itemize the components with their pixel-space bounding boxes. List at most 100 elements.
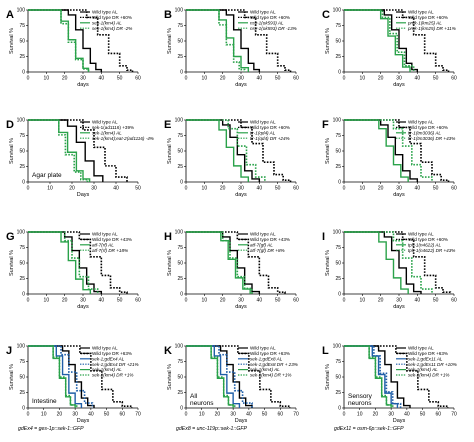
x-tick-label: 50 (433, 186, 439, 192)
y-tick-label: 0 (180, 70, 183, 76)
legend-entry: sek-1;gdEx11 DR +10% (408, 362, 457, 367)
x-tick-label: 10 (199, 412, 205, 418)
legend-entry: atf-7(rf) DR +18% (92, 248, 128, 253)
series-line-3 (344, 345, 402, 408)
x-tick-label: 0 (185, 412, 188, 418)
x-axis-label: days (393, 82, 405, 88)
series-line-1 (186, 345, 291, 408)
x-tick-label: 0 (185, 298, 188, 304)
x-tick-label: 50 (117, 76, 123, 82)
y-tick-label: 100 (17, 344, 26, 350)
series-line-1 (344, 119, 450, 182)
x-axis-label: days (235, 304, 247, 310)
series-line-3 (186, 345, 253, 408)
legend-entry: Wild type DR +60% (408, 125, 448, 130)
x-tick-label: 0 (27, 76, 30, 82)
x-axis-label: days (235, 192, 247, 198)
x-tick-label: 10 (44, 76, 50, 82)
legend-entry: Wild type AL (250, 10, 276, 15)
y-tick-label: 25 (177, 390, 183, 396)
y-tick-label: 50 (19, 375, 25, 381)
y-tick-label: 50 (335, 39, 341, 45)
x-tick-label: 50 (433, 76, 439, 82)
legend-entry: Wild type AL (92, 10, 118, 15)
x-tick-label: 70 (451, 412, 457, 418)
x-tick-label: 0 (27, 298, 30, 304)
y-tick-label: 75 (335, 359, 341, 365)
legend-entry: Wild type DR +63% (408, 351, 448, 356)
y-tick-label: 25 (177, 276, 183, 282)
series-line-0 (344, 231, 422, 294)
x-axis-label: days (77, 82, 89, 88)
y-tick-label: 0 (180, 180, 183, 186)
legend-entry: Wild type DR +60% (408, 237, 448, 242)
y-tick-label: 50 (19, 261, 25, 267)
series-line-0 (186, 9, 261, 72)
x-tick-label: 50 (275, 298, 281, 304)
y-tick-label: 50 (177, 39, 183, 45)
x-tick-label: 40 (415, 186, 421, 192)
y-tick-label: 50 (177, 261, 183, 267)
x-axis-label: days (393, 304, 405, 310)
x-axis-label: days (235, 82, 247, 88)
series-line-1 (344, 9, 450, 72)
panel-note: Intestine (32, 398, 57, 405)
y-tick-label: 0 (22, 406, 25, 412)
x-tick-label: 0 (343, 76, 346, 82)
y-tick-label: 0 (22, 180, 25, 186)
x-tick-label: 30 (396, 298, 402, 304)
y-tick-label: 0 (338, 406, 341, 412)
series-line-0 (28, 9, 103, 72)
legend-entry: tph-1(n4622) DR +43% (408, 248, 455, 253)
legend-entry: sek-1(km4) AL (92, 130, 122, 135)
panel-label: G (6, 231, 15, 243)
x-axis-label: Days (77, 192, 90, 198)
x-tick-label: 20 (69, 186, 75, 192)
x-tick-label: 60 (451, 186, 457, 192)
y-tick-label: 100 (175, 344, 184, 350)
y-tick-label: 0 (22, 292, 25, 298)
panel-label: F (322, 119, 329, 131)
panel-h: H 0 25 50 75 100 0 10 20 30 40 50 60 days Survival % Wi… (164, 230, 299, 310)
series-line-1 (28, 345, 133, 408)
series-line-2 (344, 9, 411, 72)
x-tick-label: 40 (415, 298, 421, 304)
x-tick-label: 50 (433, 298, 439, 304)
legend-entry: Wild type AL (92, 232, 118, 237)
x-tick-label: 40 (257, 76, 263, 82)
legend-entry: Wild type AL (92, 120, 118, 125)
y-tick-label: 100 (17, 230, 26, 236)
y-tick-label: 25 (335, 54, 341, 60)
legend-entry: Wild type DR +60% (250, 15, 290, 20)
panel-label: D (6, 119, 14, 131)
y-axis-label: Survival % (325, 28, 331, 54)
y-tick-label: 75 (177, 245, 183, 251)
x-tick-label: 10 (47, 186, 53, 192)
series-line-3 (186, 231, 253, 294)
y-tick-label: 50 (335, 375, 341, 381)
x-tick-label: 0 (343, 186, 346, 192)
x-tick-label: 30 (396, 76, 402, 82)
x-tick-label: 30 (238, 76, 244, 82)
legend-entry: sek-1(km4) DR -2% (92, 26, 132, 31)
series-line-1 (344, 231, 452, 294)
series-line-5 (28, 345, 78, 408)
legend-entry: Wild type AL (408, 10, 434, 15)
x-tick-label: 50 (420, 412, 426, 418)
x-axis-label: Days (77, 418, 90, 424)
y-tick-label: 25 (335, 276, 341, 282)
legend-entry: tir-1(tm3036) DR +43% (408, 136, 455, 141)
y-tick-label: 75 (177, 23, 183, 29)
x-tick-label: 70 (293, 412, 299, 418)
panel-i: I 0 25 50 75 100 0 10 20 30 40 50 60 days Survival % Wi… (322, 230, 457, 310)
x-tick-label: 20 (62, 298, 68, 304)
panel-g: G 0 25 50 75 100 0 10 20 30 40 50 60 days Survival % Wi… (6, 230, 141, 310)
y-tick-label: 50 (335, 149, 341, 155)
y-axis-label: Survival % (325, 250, 331, 276)
panel-k: K 0 25 50 75 100 0 10 20 30 40 50 60 70 Days Survival %… (164, 344, 299, 432)
panel-label: C (322, 9, 330, 21)
y-tick-label: 100 (333, 230, 342, 236)
x-tick-label: 40 (257, 186, 263, 192)
panel-label: I (322, 231, 325, 243)
series-line-2 (186, 9, 250, 72)
